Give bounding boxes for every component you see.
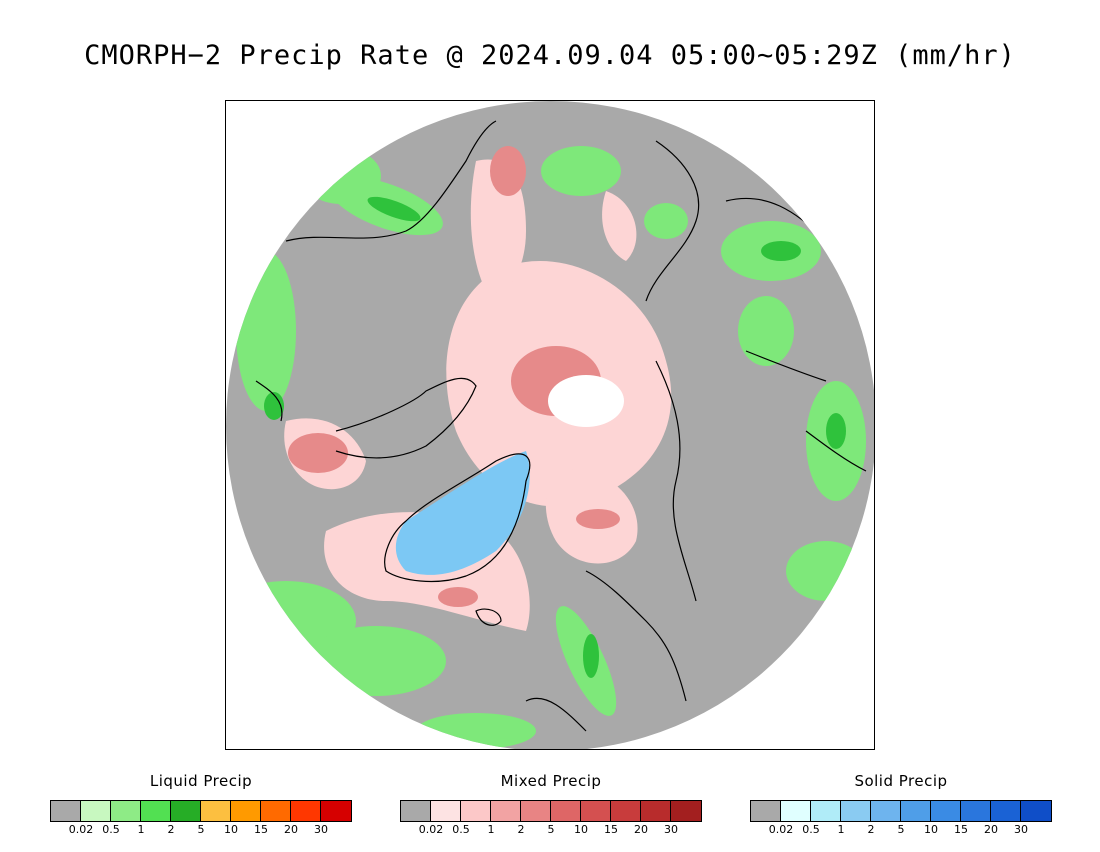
legend-tick-label: 30 [314, 823, 328, 836]
legend-swatch [231, 801, 261, 821]
legend-swatch [171, 801, 201, 821]
legend-swatch [461, 801, 491, 821]
legend-swatch [431, 801, 461, 821]
legend-swatch [401, 801, 431, 821]
legend-swatch [551, 801, 581, 821]
legend-swatch [751, 801, 781, 821]
legend-tick-label: 20 [284, 823, 298, 836]
legend-swatch [871, 801, 901, 821]
legend-tick-label: 0.02 [418, 823, 444, 836]
legend-tick-label: 10 [924, 823, 938, 836]
legend-tick-label: 1 [137, 823, 145, 836]
legend-swatch [931, 801, 961, 821]
legend-color-bar [50, 800, 352, 822]
legend-swatch [321, 801, 351, 821]
legend-tick-label: 0.02 [68, 823, 94, 836]
legend-tick-label: 5 [197, 823, 205, 836]
legend-swatch [781, 801, 811, 821]
legend-tick-label: 15 [604, 823, 618, 836]
legend-swatch [291, 801, 321, 821]
legend-ticks: 0.02 0.5 1 2 5 10 15 20 30 [750, 823, 1052, 837]
no-data-pole [548, 375, 624, 427]
legend-swatch [671, 801, 701, 821]
legend-tick-label: 0.5 [102, 823, 120, 836]
legend-tick-label: 10 [224, 823, 238, 836]
legend-swatch [111, 801, 141, 821]
legend-tick-label: 30 [664, 823, 678, 836]
legend-swatch [641, 801, 671, 821]
legend-tick-label: 30 [1014, 823, 1028, 836]
legend-tick-label: 0.02 [768, 823, 794, 836]
legend-swatch [581, 801, 611, 821]
map-disc [226, 101, 874, 749]
legend-liquid-precip: Liquid Precip 0.02 0.5 1 2 5 10 15 20 30 [50, 772, 352, 852]
legend-swatch [841, 801, 871, 821]
legend-ticks: 0.02 0.5 1 2 5 10 15 20 30 [50, 823, 352, 837]
legend-swatch [521, 801, 551, 821]
legend-tick-label: 2 [517, 823, 525, 836]
legend-tick-label: 20 [984, 823, 998, 836]
legend-swatch [51, 801, 81, 821]
legend-swatch [1021, 801, 1051, 821]
coastlines [255, 120, 867, 732]
liquid-heavy-areas [264, 196, 846, 678]
legend-swatch [491, 801, 521, 821]
legend-title: Solid Precip [854, 772, 948, 790]
legend-solid-precip: Solid Precip 0.02 0.5 1 2 5 10 15 20 30 [750, 772, 1052, 852]
legend-swatch [961, 801, 991, 821]
legend-tick-label: 2 [167, 823, 175, 836]
legend-swatch [261, 801, 291, 821]
legend-tick-label: 5 [547, 823, 555, 836]
solid-precip-areas [395, 451, 530, 575]
legend-tick-label: 10 [574, 823, 588, 836]
legend-tick-label: 0.5 [802, 823, 820, 836]
legend-swatch [901, 801, 931, 821]
legend-tick-label: 0.5 [452, 823, 470, 836]
legend-tick-label: 5 [897, 823, 905, 836]
legend-swatch [201, 801, 231, 821]
legend-tick-label: 2 [867, 823, 875, 836]
legend-color-bar [750, 800, 1052, 822]
precip-map-svg [226, 101, 874, 749]
legend-tick-label: 15 [254, 823, 268, 836]
legend-mixed-precip: Mixed Precip 0.02 0.5 1 2 5 10 15 20 30 [400, 772, 702, 852]
legend-swatch [811, 801, 841, 821]
legend-tick-label: 1 [487, 823, 495, 836]
legend-tick-label: 20 [634, 823, 648, 836]
legend-tick-label: 1 [837, 823, 845, 836]
legend-swatch [611, 801, 641, 821]
legend-color-bar [400, 800, 702, 822]
legend-title: Mixed Precip [500, 772, 602, 790]
polar-precip-map [225, 100, 875, 750]
legend-swatch [991, 801, 1021, 821]
legend-swatch [81, 801, 111, 821]
legend-tick-label: 15 [954, 823, 968, 836]
legend-swatch [141, 801, 171, 821]
map-title: CMORPH−2 Precip Rate @ 2024.09.04 05:00~… [84, 40, 1016, 71]
legend-ticks: 0.02 0.5 1 2 5 10 15 20 30 [400, 823, 702, 837]
legend-title: Liquid Precip [149, 772, 253, 790]
